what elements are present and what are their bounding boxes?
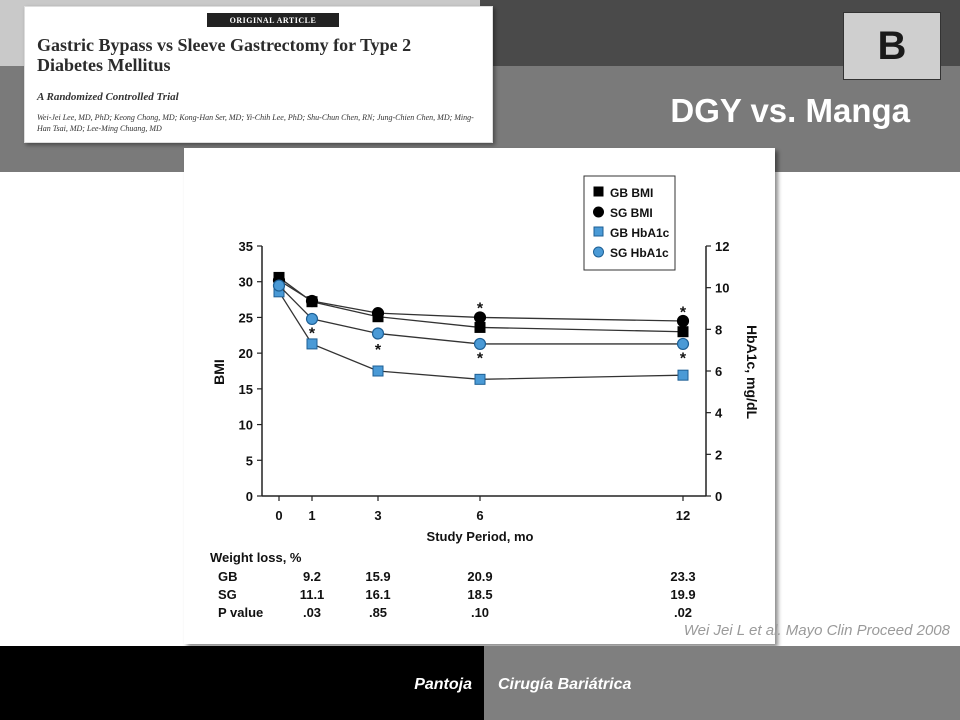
legend-marker-2 bbox=[593, 226, 604, 237]
table-cell: .10 bbox=[471, 605, 489, 620]
footer-right bbox=[484, 646, 960, 720]
citation: Wei Jei L et al. Mayo Clin Proceed 2008 bbox=[683, 622, 950, 639]
y-tick-label-left: 10 bbox=[239, 418, 253, 433]
table-cell: .02 bbox=[674, 605, 692, 620]
x-tick-label: 3 bbox=[374, 508, 381, 523]
point-marker-3 bbox=[305, 312, 319, 326]
point-marker-1 bbox=[371, 307, 385, 320]
y-tick-label-right: 6 bbox=[715, 364, 722, 379]
y-tick-label-right: 4 bbox=[715, 406, 723, 421]
point-marker-2 bbox=[306, 338, 318, 350]
article-kicker: ORIGINAL ARTICLE bbox=[207, 13, 339, 27]
legend-marker-1 bbox=[593, 206, 604, 218]
table-cell: 23.3 bbox=[670, 569, 695, 584]
legend-label-2: GB HbA1c bbox=[610, 226, 670, 240]
point-marker-2 bbox=[474, 373, 486, 385]
x-tick-label: 6 bbox=[476, 508, 483, 523]
y-tick-label-right: 10 bbox=[715, 281, 729, 296]
table-cell: 18.5 bbox=[467, 587, 492, 602]
point-marker-1 bbox=[305, 294, 319, 308]
table-row-label-0: GB bbox=[218, 569, 238, 584]
y-tick-label-right: 2 bbox=[715, 447, 722, 462]
legend-marker-0 bbox=[593, 186, 604, 197]
table-cell: 15.9 bbox=[365, 569, 390, 584]
footer-author: Pantoja bbox=[414, 676, 472, 693]
x-tick-label: 1 bbox=[308, 508, 315, 523]
y-tick-label-left: 35 bbox=[239, 239, 253, 254]
legend-label-0: GB BMI bbox=[610, 186, 653, 200]
table-cell: 11.1 bbox=[300, 587, 325, 602]
y-tick-label-right: 8 bbox=[715, 322, 722, 337]
y-tick-label-right: 0 bbox=[715, 489, 722, 504]
chart-figure: 0 5 10 15 20 25 30 35 0 2 4 6 8 10 12 0 1 3 6 12 Study Perio… bbox=[184, 148, 775, 644]
article-title: Gastric Bypass vs Sleeve Gastrectomy for… bbox=[37, 35, 412, 75]
footer-topic: Cirugía Bariátrica bbox=[498, 676, 632, 693]
footer-left bbox=[0, 646, 484, 720]
point-marker-3 bbox=[272, 279, 286, 292]
point-marker-0 bbox=[677, 326, 689, 338]
significance-mark: * bbox=[477, 300, 484, 317]
significance-mark: * bbox=[309, 325, 316, 342]
point-marker-3 bbox=[371, 327, 385, 340]
x-tick-label: 0 bbox=[275, 508, 282, 523]
legend-label-3: SG HbA1c bbox=[610, 246, 669, 260]
significance-mark: * bbox=[375, 342, 382, 359]
table-title: Weight loss, % bbox=[210, 550, 302, 565]
legend-marker-3 bbox=[593, 246, 604, 258]
x-tick-label: 12 bbox=[676, 508, 690, 523]
significance-mark: * bbox=[680, 350, 687, 367]
point-marker-0 bbox=[474, 321, 486, 333]
table-cell: 20.9 bbox=[467, 569, 492, 584]
article-authors: Wei-Jei Lee, MD, PhD; Keong Chong, MD; K… bbox=[37, 113, 474, 133]
table-cell: 19.9 bbox=[670, 587, 695, 602]
x-axis-label: Study Period, mo bbox=[427, 529, 534, 544]
y-tick-label-left: 5 bbox=[246, 453, 253, 468]
table-cell: 9.2 bbox=[303, 569, 321, 584]
table-row-label-1: SG bbox=[218, 587, 237, 602]
y-axis-label-right: HbA1c, mg/dL bbox=[744, 325, 760, 420]
point-marker-3 bbox=[473, 337, 487, 351]
y-tick-label-left: 15 bbox=[239, 382, 253, 397]
y-tick-label-right: 12 bbox=[715, 239, 729, 254]
slide-badge: B bbox=[843, 12, 941, 80]
y-axis-label: BMI bbox=[211, 359, 227, 385]
article-header-card: ORIGINAL ARTICLE Gastric Bypass vs Sleev… bbox=[24, 6, 493, 143]
article-subtitle: A Randomized Controlled Trial bbox=[37, 91, 179, 103]
point-marker-1 bbox=[676, 314, 690, 328]
table-row-label-2: P value bbox=[218, 605, 263, 620]
point-marker-3 bbox=[676, 337, 690, 351]
chart-svg: 0 5 10 15 20 25 30 35 0 2 4 6 8 10 12 0 1 3 6 12 Study Perio… bbox=[210, 175, 760, 620]
y-tick-label-left: 20 bbox=[239, 346, 253, 361]
y-tick-label-left: 30 bbox=[239, 275, 253, 290]
table-cell: 16.1 bbox=[365, 587, 390, 602]
y-tick-label-left: 25 bbox=[239, 310, 253, 325]
table-cell: .85 bbox=[369, 605, 387, 620]
point-marker-1 bbox=[473, 311, 487, 324]
point-marker-2 bbox=[372, 365, 384, 377]
slide-title: DGY vs. Manga bbox=[670, 92, 910, 129]
table-cell: .03 bbox=[303, 605, 321, 620]
significance-mark: * bbox=[477, 350, 484, 367]
legend-label-1: SG BMI bbox=[610, 206, 653, 220]
point-marker-2 bbox=[677, 369, 689, 381]
significance-mark: * bbox=[680, 305, 687, 322]
y-tick-label-left: 0 bbox=[246, 489, 253, 504]
